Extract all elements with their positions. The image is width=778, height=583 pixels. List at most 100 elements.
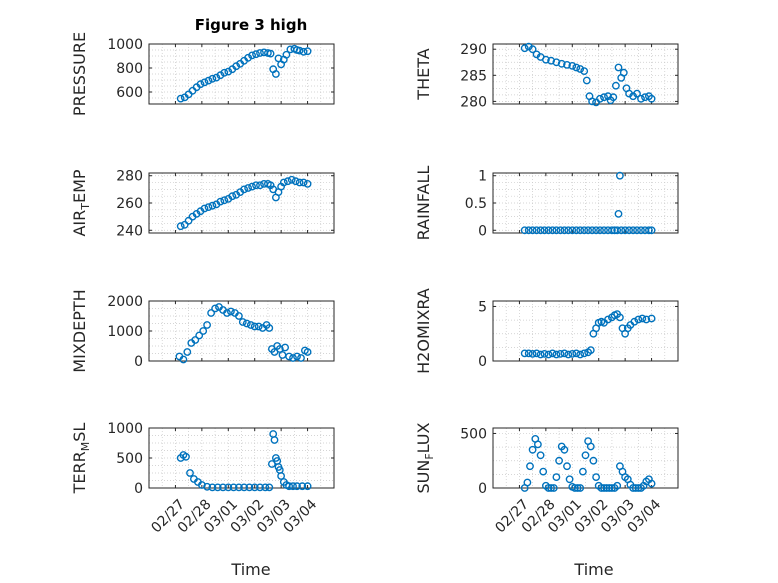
data-point	[208, 201, 217, 210]
data-point	[213, 483, 222, 492]
y-axis-label-end: EMP	[70, 169, 89, 203]
y-tick-label: 260	[116, 196, 143, 212]
y-axis-label-subscript: T	[79, 203, 92, 211]
data-point	[588, 226, 596, 235]
data-point	[617, 226, 626, 235]
y-axis-label: RAINFALL	[414, 166, 433, 241]
data-point	[600, 226, 608, 235]
data-point	[261, 483, 270, 492]
y-axis-label-end: LUX	[414, 422, 433, 453]
data-point	[552, 58, 561, 67]
data-point	[614, 63, 623, 72]
data-point	[203, 482, 212, 491]
data-point	[547, 484, 555, 492]
data-point	[528, 226, 537, 235]
data-point	[196, 80, 205, 89]
y-tick-label: 0	[478, 223, 487, 239]
data-point	[254, 322, 263, 331]
data-point	[647, 226, 656, 235]
y-axis-label: H2OMIXRA	[414, 288, 433, 374]
data-point	[520, 349, 529, 358]
data-point	[176, 222, 185, 231]
data-point	[281, 343, 289, 352]
data-point	[200, 204, 209, 213]
data-point	[303, 348, 312, 356]
data-point	[556, 349, 565, 358]
data-point	[208, 483, 217, 492]
data-point	[289, 354, 297, 362]
data-point	[524, 349, 533, 358]
subplot-theta: 280 285 290 THETA	[414, 42, 679, 110]
subplot-airtemp: 240 260 280 AIRTEMP	[70, 169, 335, 239]
data-point	[526, 462, 534, 471]
y-axis-label: THETA	[414, 48, 433, 100]
x-axis-label-right: Time	[573, 560, 613, 579]
data-point	[580, 349, 589, 358]
y-axis-label: MIXDEPTH	[70, 289, 89, 372]
data-point	[576, 65, 585, 73]
y-tick-label: 800	[116, 61, 143, 77]
y-tick-label: 1000	[107, 37, 143, 53]
data-point	[200, 78, 209, 87]
data-point	[592, 226, 600, 235]
subplot-h2omixra: 0 5 H2OMIXRA	[414, 288, 679, 374]
data-point	[572, 63, 581, 72]
data-point	[265, 483, 274, 492]
data-point	[524, 226, 533, 235]
data-point	[534, 440, 542, 449]
y-tick-label: 2000	[107, 294, 143, 310]
data-point	[256, 49, 264, 57]
subplot-mixdepth: 0 1000 2000 MIXDEPTH	[70, 289, 335, 373]
data-point	[629, 226, 637, 235]
data-point	[297, 354, 305, 362]
data-point	[242, 319, 251, 328]
data-point	[283, 177, 292, 186]
data-point	[588, 97, 596, 106]
y-tick-label: 240	[116, 223, 143, 239]
data-point	[245, 483, 254, 492]
data-point	[582, 76, 591, 85]
data-point	[576, 226, 585, 235]
data-point	[204, 76, 213, 85]
data-point	[219, 483, 227, 492]
data-point	[229, 483, 238, 492]
data-point	[625, 226, 633, 235]
y-tick-label: 280	[116, 169, 143, 185]
data-point	[203, 321, 212, 329]
data-point	[647, 479, 656, 488]
data-point	[560, 226, 569, 235]
data-point	[285, 352, 293, 361]
data-point	[252, 181, 260, 190]
data-point	[544, 484, 553, 492]
data-point	[613, 226, 622, 235]
data-point	[182, 452, 190, 461]
data-point	[232, 62, 241, 71]
data-point	[609, 93, 618, 102]
data-point	[548, 349, 557, 358]
data-point	[631, 484, 640, 492]
data-point	[552, 473, 561, 481]
y-tick-label: 0	[478, 481, 487, 497]
y-tick-label: 0	[478, 354, 487, 370]
data-point	[228, 192, 237, 201]
y-tick-label: 5	[478, 299, 487, 315]
data-point	[645, 226, 653, 235]
data-point	[630, 317, 639, 326]
data-point	[602, 484, 611, 492]
data-point	[563, 61, 571, 69]
data-point	[287, 175, 296, 184]
data-point	[647, 314, 656, 323]
y-tick-label: 1000	[107, 324, 143, 340]
y-tick-label: 280	[460, 94, 487, 110]
data-point	[244, 184, 253, 192]
y-axis-label-main: THETA	[414, 48, 433, 100]
data-point	[207, 309, 216, 317]
data-point	[556, 226, 565, 235]
data-point	[552, 350, 561, 359]
data-point	[580, 226, 589, 235]
data-point	[248, 51, 257, 60]
data-point	[637, 226, 645, 235]
data-point	[642, 315, 651, 324]
